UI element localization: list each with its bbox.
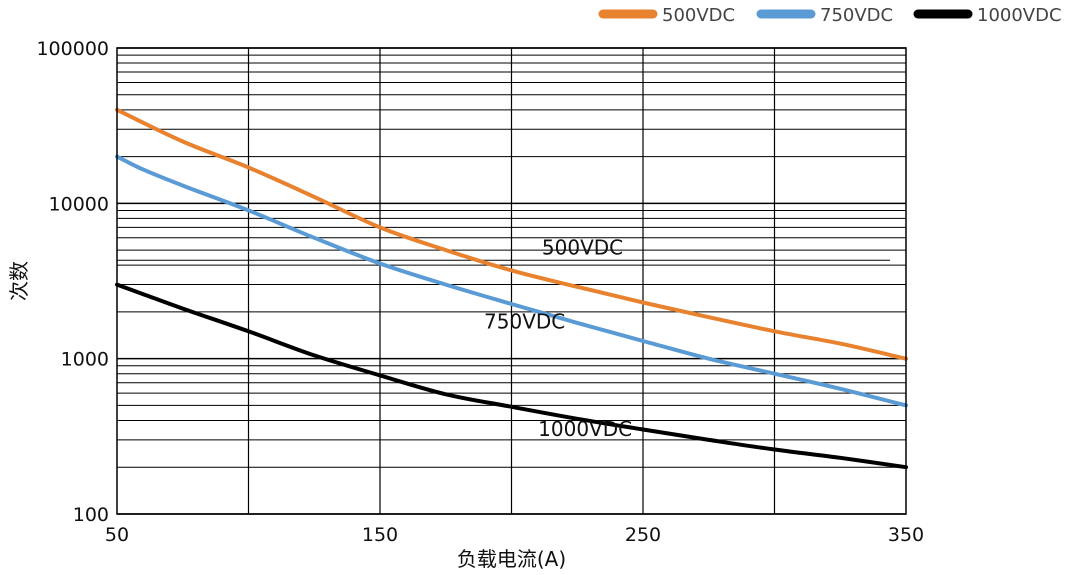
plot-frame [116,47,907,515]
x-tick-label: 150 [362,524,398,546]
x-tick-label: 50 [105,524,129,546]
legend-label-750vdc: 750VDC [820,5,893,26]
x-axis-title: 负载电流(A) [457,547,566,571]
series-line-1000vdc [115,282,908,470]
series-annotations: 500VDC 750VDC 1000VDC [484,235,632,441]
annotation-500vdc: 500VDC [542,235,623,259]
y-tick-label: 1000 [61,349,109,371]
x-tick-labels: 50 150 250 350 [105,524,924,546]
x-tick-label: 350 [888,524,924,546]
annotation-750vdc: 750VDC [484,310,565,334]
legend-label-500vdc: 500VDC [662,5,735,26]
major-gridlines [117,47,906,515]
y-tick-labels: 100 1000 10000 100000 [36,38,109,526]
series-line-500vdc [115,107,908,361]
legend-label-1000vdc: 1000VDC [977,5,1062,26]
series-lines [115,107,908,470]
y-tick-label: 10000 [49,193,109,215]
series-line-750vdc [115,154,908,408]
y-tick-label: 100000 [36,38,109,60]
legend: 500VDC 750VDC 1000VDC [598,5,1062,26]
y-axis-title: 次数 [7,261,31,301]
x-tick-label: 250 [625,524,661,546]
y-tick-label: 100 [73,504,109,526]
annotation-1000vdc: 1000VDC [538,417,632,441]
